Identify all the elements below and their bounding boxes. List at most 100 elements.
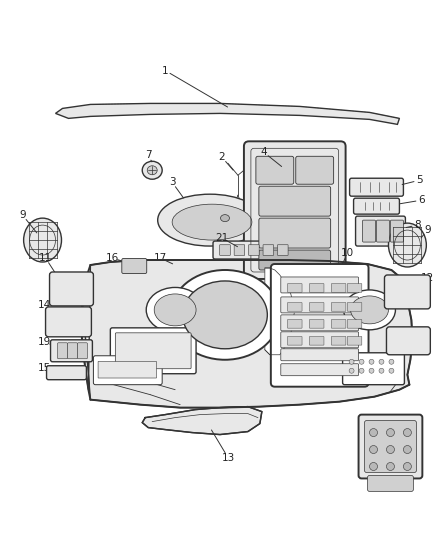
FancyBboxPatch shape (46, 307, 92, 337)
FancyBboxPatch shape (331, 303, 346, 311)
Text: 18: 18 (408, 449, 421, 459)
Ellipse shape (389, 223, 426, 267)
Ellipse shape (172, 204, 252, 240)
FancyBboxPatch shape (331, 320, 346, 328)
FancyBboxPatch shape (309, 303, 324, 311)
FancyBboxPatch shape (347, 284, 362, 292)
FancyBboxPatch shape (331, 284, 346, 292)
Text: 21: 21 (215, 233, 229, 243)
Text: 13: 13 (221, 453, 235, 463)
FancyBboxPatch shape (115, 333, 191, 369)
Polygon shape (265, 268, 295, 355)
FancyBboxPatch shape (93, 356, 162, 385)
Ellipse shape (389, 359, 394, 364)
FancyBboxPatch shape (385, 275, 430, 309)
FancyBboxPatch shape (122, 259, 147, 273)
FancyBboxPatch shape (281, 364, 359, 376)
FancyBboxPatch shape (281, 277, 359, 293)
FancyBboxPatch shape (350, 178, 403, 196)
Ellipse shape (370, 463, 378, 471)
Ellipse shape (158, 194, 262, 246)
Ellipse shape (24, 218, 61, 262)
FancyBboxPatch shape (278, 245, 288, 255)
Ellipse shape (146, 287, 204, 333)
Text: 20: 20 (408, 330, 421, 340)
FancyBboxPatch shape (281, 315, 359, 331)
FancyBboxPatch shape (287, 303, 302, 311)
FancyBboxPatch shape (356, 216, 406, 246)
FancyBboxPatch shape (296, 156, 334, 184)
FancyBboxPatch shape (309, 336, 324, 345)
FancyBboxPatch shape (281, 297, 359, 313)
Ellipse shape (170, 270, 280, 360)
Text: 3: 3 (169, 177, 176, 187)
Ellipse shape (142, 161, 162, 179)
FancyBboxPatch shape (390, 220, 403, 242)
FancyBboxPatch shape (110, 328, 196, 374)
FancyBboxPatch shape (67, 343, 78, 359)
Polygon shape (56, 103, 399, 124)
Polygon shape (81, 260, 413, 408)
Ellipse shape (370, 429, 378, 437)
FancyBboxPatch shape (46, 366, 86, 379)
FancyBboxPatch shape (78, 343, 88, 359)
Ellipse shape (403, 429, 411, 437)
FancyBboxPatch shape (213, 241, 287, 259)
FancyBboxPatch shape (359, 415, 422, 479)
Ellipse shape (379, 359, 384, 364)
Text: 2: 2 (219, 152, 225, 162)
Ellipse shape (147, 166, 157, 175)
Text: 5: 5 (416, 175, 423, 185)
FancyBboxPatch shape (98, 361, 156, 378)
Text: 7: 7 (145, 150, 152, 160)
FancyBboxPatch shape (281, 332, 359, 348)
Text: 9: 9 (19, 210, 26, 220)
Ellipse shape (386, 446, 395, 454)
FancyBboxPatch shape (287, 320, 302, 328)
Text: 12: 12 (421, 273, 434, 283)
FancyBboxPatch shape (386, 327, 430, 355)
Text: 9: 9 (424, 225, 431, 235)
Ellipse shape (386, 429, 395, 437)
Ellipse shape (349, 359, 354, 364)
FancyBboxPatch shape (249, 245, 259, 255)
Ellipse shape (154, 294, 196, 326)
Ellipse shape (403, 446, 411, 454)
Text: 6: 6 (418, 195, 425, 205)
FancyBboxPatch shape (271, 264, 368, 386)
Text: 8: 8 (414, 220, 420, 230)
Ellipse shape (349, 368, 354, 373)
Ellipse shape (343, 290, 396, 330)
Text: 10: 10 (341, 248, 354, 258)
FancyBboxPatch shape (50, 340, 92, 362)
FancyBboxPatch shape (347, 336, 362, 345)
Text: 14: 14 (38, 300, 51, 310)
Ellipse shape (403, 463, 411, 471)
Text: 15: 15 (38, 363, 51, 373)
Ellipse shape (183, 281, 267, 349)
Text: 1: 1 (162, 66, 169, 76)
Ellipse shape (386, 463, 395, 471)
Text: 11: 11 (39, 253, 52, 263)
FancyBboxPatch shape (263, 245, 274, 255)
Polygon shape (142, 407, 262, 434)
FancyBboxPatch shape (259, 186, 331, 216)
FancyBboxPatch shape (367, 475, 413, 491)
FancyBboxPatch shape (353, 198, 399, 214)
FancyBboxPatch shape (347, 320, 362, 328)
FancyBboxPatch shape (364, 421, 417, 472)
FancyBboxPatch shape (287, 284, 302, 292)
Ellipse shape (359, 359, 364, 364)
FancyBboxPatch shape (377, 220, 389, 242)
Ellipse shape (350, 296, 389, 324)
Text: 16: 16 (106, 253, 119, 263)
FancyBboxPatch shape (347, 303, 362, 311)
FancyBboxPatch shape (57, 343, 67, 359)
FancyBboxPatch shape (259, 250, 331, 270)
FancyBboxPatch shape (309, 320, 324, 328)
Ellipse shape (369, 359, 374, 364)
FancyBboxPatch shape (234, 245, 245, 255)
Ellipse shape (389, 368, 394, 373)
FancyBboxPatch shape (343, 353, 404, 385)
FancyBboxPatch shape (287, 336, 302, 345)
